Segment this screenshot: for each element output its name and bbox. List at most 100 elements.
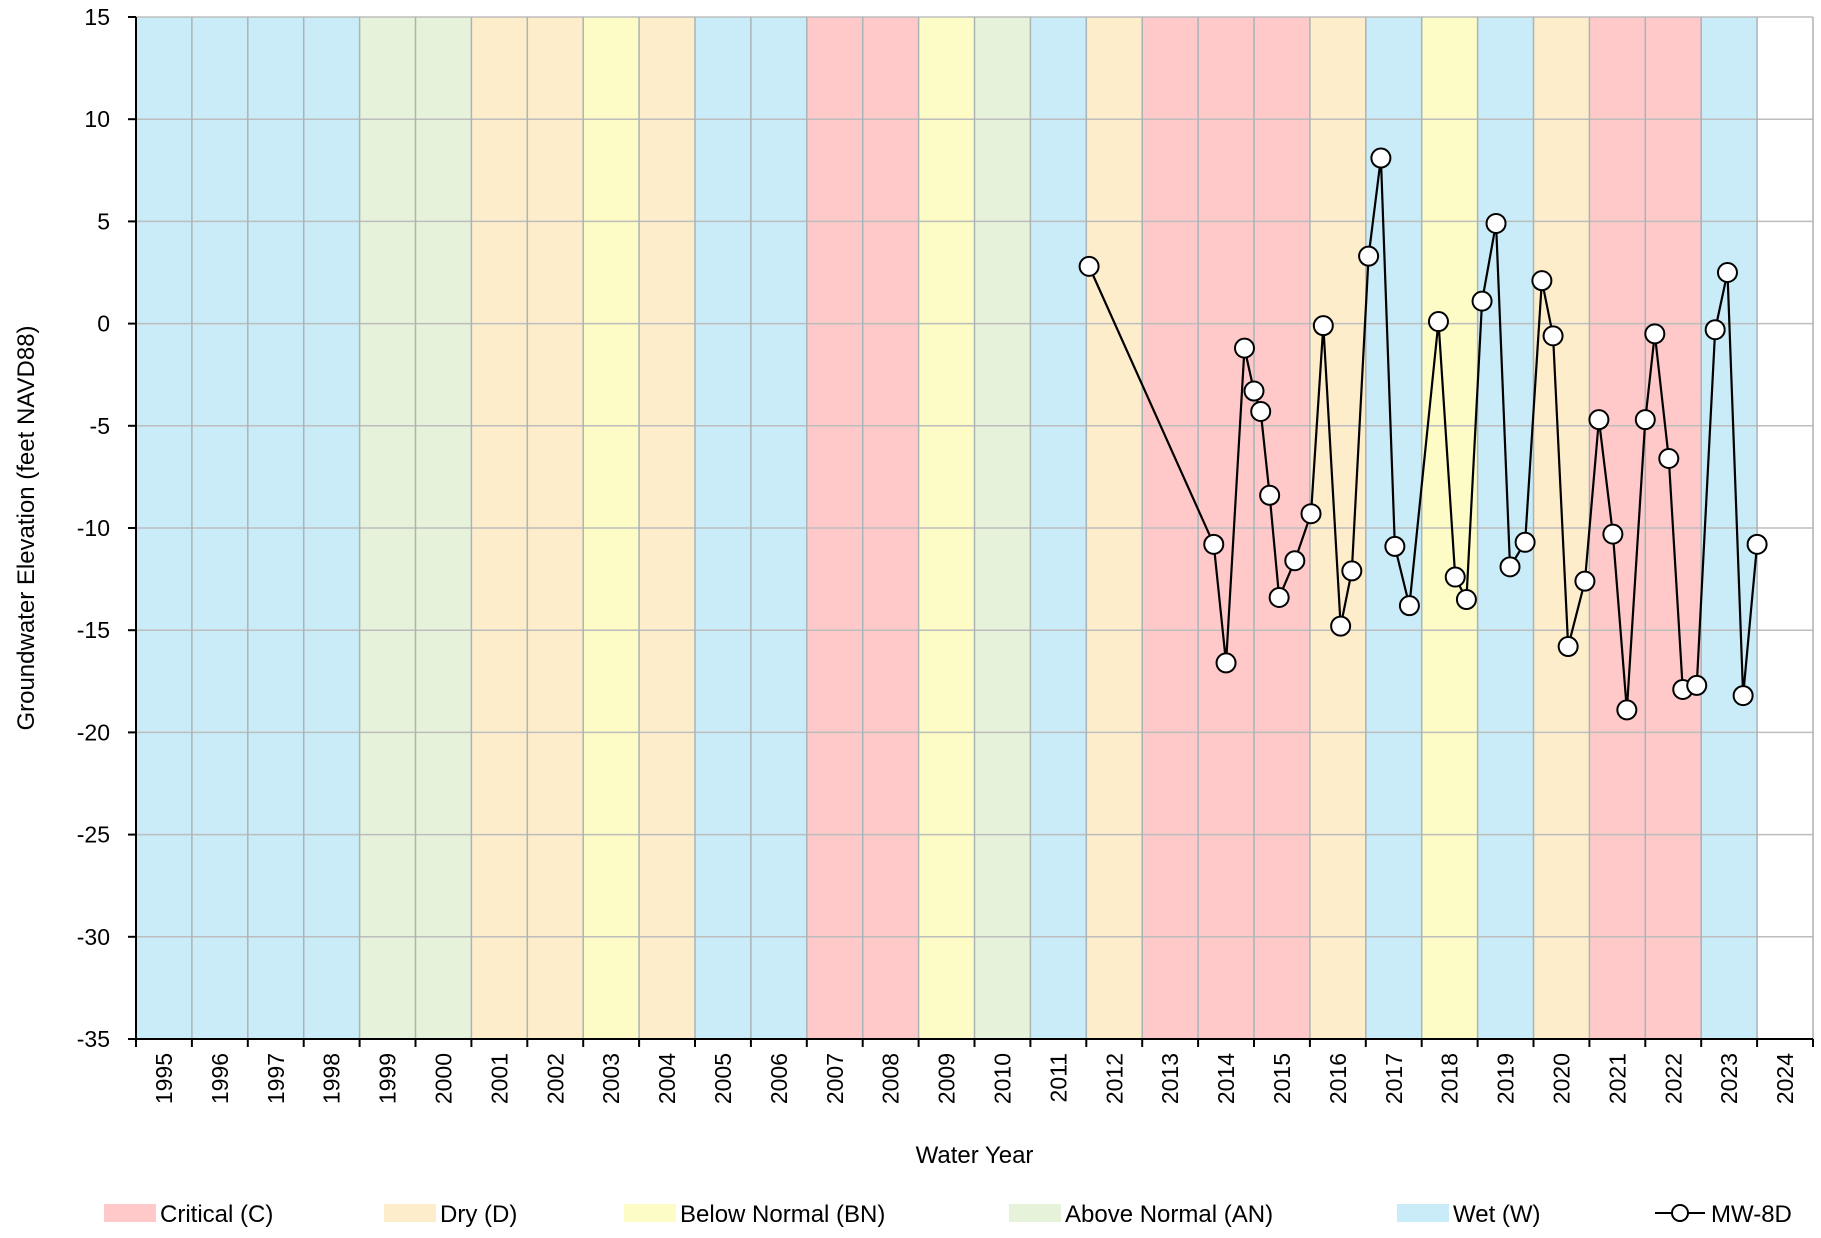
x-axis-title: Water Year bbox=[916, 1142, 1034, 1169]
y-tick-label: -20 bbox=[77, 719, 110, 745]
y-tick-label: -30 bbox=[77, 924, 110, 950]
legend-series-marker bbox=[1671, 1204, 1689, 1222]
legend-swatch-bn bbox=[624, 1204, 676, 1222]
legend-label-w: Wet (W) bbox=[1453, 1201, 1541, 1228]
data-point bbox=[1203, 533, 1225, 555]
legend-swatch-d bbox=[384, 1204, 436, 1222]
series-line bbox=[1088, 157, 1759, 711]
x-tick-label: 2018 bbox=[1437, 1053, 1463, 1104]
x-tick-label: 2011 bbox=[1045, 1053, 1071, 1102]
data-point bbox=[1330, 615, 1352, 637]
x-tick-label: 2020 bbox=[1548, 1053, 1574, 1104]
x-tick-label: 2012 bbox=[1101, 1053, 1127, 1104]
x-tick-label: 1997 bbox=[263, 1053, 289, 1104]
legend-swatch-c bbox=[104, 1204, 156, 1222]
data-point bbox=[1732, 685, 1754, 707]
y-axis-title: Groundwater Elevation (feet NAVD88) bbox=[13, 325, 40, 730]
x-tick-label: 2019 bbox=[1493, 1053, 1519, 1104]
series-mw-8d bbox=[1078, 147, 1768, 721]
x-tick-label: 1996 bbox=[207, 1053, 233, 1104]
legend-swatch-w bbox=[1397, 1204, 1449, 1222]
data-point bbox=[1644, 323, 1666, 345]
legend-label-an: Above Normal (AN) bbox=[1065, 1201, 1273, 1228]
y-tick-label: 5 bbox=[97, 208, 110, 234]
x-tick-label: 2002 bbox=[542, 1053, 568, 1104]
data-point bbox=[1312, 315, 1334, 337]
data-point bbox=[1686, 674, 1708, 696]
data-point bbox=[1444, 566, 1466, 588]
y-tick-labels: 15 10 5 0 -5 -10 -15 -20 -25 -30 -35 bbox=[77, 4, 110, 1052]
x-tick-label: 1999 bbox=[375, 1053, 401, 1104]
data-point bbox=[1514, 531, 1536, 553]
data-point bbox=[1259, 484, 1281, 506]
x-tick-label: 2014 bbox=[1213, 1053, 1239, 1104]
legend-label-c: Critical (C) bbox=[160, 1201, 273, 1228]
x-tick-label: 2003 bbox=[598, 1053, 624, 1104]
data-point bbox=[1588, 409, 1610, 431]
y-tick-label: 15 bbox=[84, 4, 110, 30]
data-point bbox=[1485, 212, 1507, 234]
y-tick-label: -25 bbox=[77, 822, 110, 848]
data-point bbox=[1243, 380, 1265, 402]
y-tick-label: 10 bbox=[84, 106, 110, 132]
data-point bbox=[1542, 325, 1564, 347]
legend: Critical (C) Dry (D) Below Normal (BN) Abov… bbox=[104, 1201, 1792, 1228]
x-tick-label: 2021 bbox=[1604, 1053, 1630, 1104]
x-tick-label: 1995 bbox=[151, 1053, 177, 1104]
legend-label-series: MW-8D bbox=[1711, 1201, 1792, 1228]
y-tick-label: 0 bbox=[97, 311, 110, 337]
axes bbox=[128, 16, 1814, 1047]
data-point bbox=[1300, 503, 1322, 525]
data-point bbox=[1557, 636, 1579, 658]
data-point bbox=[1602, 523, 1624, 545]
data-point bbox=[1531, 270, 1553, 292]
data-point bbox=[1574, 570, 1596, 592]
x-tick-label: 2006 bbox=[766, 1053, 792, 1104]
data-point bbox=[1658, 448, 1680, 470]
x-tick-label: 2017 bbox=[1381, 1053, 1407, 1104]
data-point bbox=[1284, 550, 1306, 572]
x-tick-label: 2024 bbox=[1772, 1053, 1798, 1104]
legend-label-d: Dry (D) bbox=[440, 1201, 517, 1228]
data-point bbox=[1746, 533, 1768, 555]
x-tick-label: 2013 bbox=[1157, 1053, 1183, 1104]
data-point bbox=[1471, 290, 1493, 312]
data-point bbox=[1341, 560, 1363, 582]
y-tick-label: -5 bbox=[90, 413, 110, 439]
x-tick-label: 2015 bbox=[1269, 1053, 1295, 1104]
data-point bbox=[1704, 319, 1726, 341]
x-tick-label: 2016 bbox=[1325, 1053, 1351, 1104]
data-point bbox=[1634, 409, 1656, 431]
y-tick-label: -10 bbox=[77, 515, 110, 541]
data-point bbox=[1268, 586, 1290, 608]
x-tick-label: 2004 bbox=[654, 1053, 680, 1104]
x-tick-label: 2007 bbox=[822, 1053, 848, 1104]
x-tick-label: 2009 bbox=[934, 1053, 960, 1104]
data-point bbox=[1215, 652, 1237, 674]
x-tick-labels: 1995 1996 1997 1998 1999 2000 2001 2002 2003 2004… bbox=[151, 1053, 1798, 1104]
x-tick-label: 2008 bbox=[878, 1053, 904, 1104]
x-tick-label: 2010 bbox=[989, 1053, 1015, 1104]
x-tick-label: 1998 bbox=[319, 1053, 345, 1104]
data-point bbox=[1616, 699, 1638, 721]
data-point bbox=[1384, 535, 1406, 557]
legend-swatch-an bbox=[1009, 1204, 1061, 1222]
data-point bbox=[1233, 337, 1255, 359]
x-tick-label: 2022 bbox=[1660, 1053, 1686, 1104]
data-point bbox=[1398, 595, 1420, 617]
data-point bbox=[1078, 255, 1100, 277]
data-point bbox=[1427, 311, 1449, 333]
data-point bbox=[1716, 262, 1738, 283]
data-point bbox=[1370, 147, 1392, 169]
y-tick-label: -35 bbox=[77, 1026, 110, 1052]
x-tick-label: 2000 bbox=[430, 1053, 456, 1104]
x-tick-label: 2023 bbox=[1716, 1053, 1742, 1104]
data-point bbox=[1455, 589, 1477, 611]
legend-label-bn: Below Normal (BN) bbox=[680, 1201, 885, 1228]
x-tick-label: 2001 bbox=[486, 1053, 512, 1104]
y-tick-label: -15 bbox=[77, 617, 110, 643]
x-tick-label: 2005 bbox=[710, 1053, 736, 1104]
data-point bbox=[1250, 400, 1272, 422]
data-point bbox=[1358, 245, 1380, 267]
